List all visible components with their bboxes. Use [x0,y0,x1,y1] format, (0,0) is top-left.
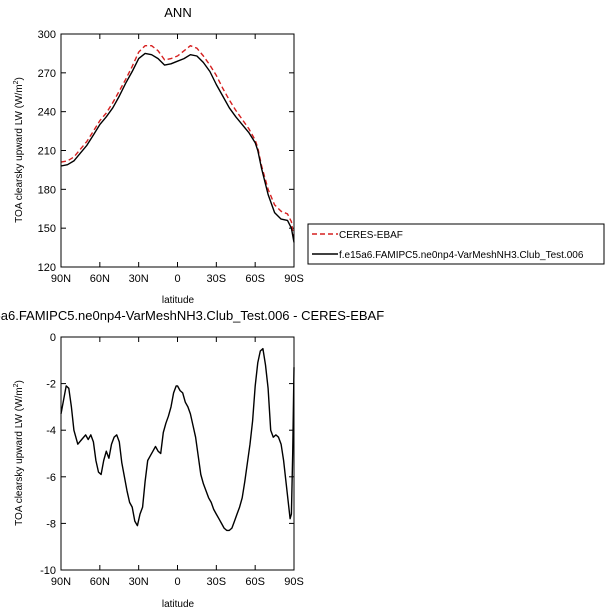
x-tick-label: 0 [174,273,180,285]
y-tick-label: 120 [38,262,56,274]
x-tick-label: 30N [129,576,149,588]
x-tick-label: 60N [90,273,110,285]
top-y-label-sup: 2 [13,80,20,84]
y-tick-label: 150 [38,223,56,235]
top-x-axis: 90N 60N 30N 0 30S 60S 90S [51,34,304,285]
series-line-model [60,52,295,243]
legend: CERES-EBAF f.e15a6.FAMIPC5.ne0np4-VarMes… [307,223,605,265]
x-tick-label: 90N [51,273,71,285]
x-tick-label: 60N [90,576,110,588]
bottom-plot-frame [60,336,295,571]
top-chart-title: ANN [164,5,191,20]
bottom-y-axis: -10 -8 -6 -4 -2 0 [40,332,294,577]
legend-box [307,223,605,265]
top-y-label-main: TOA clearsky upward LW (W/m [14,84,25,223]
x-tick-label: 90S [284,273,304,285]
bottom-y-label-main: TOA clearsky upward LW (W/m [14,387,25,526]
y-tick-label: 180 [38,184,56,196]
top-series-group [60,45,295,243]
bottom-chart: f.e15a6.FAMIPC5.ne0np4-VarMeshNH3.Club_T… [0,308,384,610]
y-tick-label: -2 [46,379,56,391]
x-tick-label: 90N [51,576,71,588]
top-y-label-end: ) [14,77,25,80]
bottom-y-label-sup: 2 [13,383,20,387]
legend-label-ceres: CERES-EBAF [339,230,403,241]
y-tick-label: -4 [46,425,56,437]
y-tick-label: -10 [40,565,56,577]
bottom-x-axis: 90N 60N 30N 0 30S 60S 90S [51,337,304,588]
top-plot-frame [60,33,295,268]
bottom-x-axis-label: latitude [162,599,195,610]
x-tick-label: 60S [245,576,265,588]
series-line-difference [60,347,295,532]
legend-label-model: f.e15a6.FAMIPC5.ne0np4-VarMeshNH3.Club_T… [339,250,584,261]
bottom-chart-title: f.e15a6.FAMIPC5.ne0np4-VarMeshNH3.Club_T… [0,308,384,323]
top-y-axis: 120 150 180 210 240 270 300 [38,29,294,274]
bottom-y-label-end: ) [14,380,25,383]
x-tick-label: 0 [174,576,180,588]
x-tick-label: 60S [245,273,265,285]
top-chart: ANN 120 150 180 210 240 270 300 90N 60N 30N 0 30S 6… [13,5,605,306]
top-y-axis-label: TOA clearsky upward LW (W/m2) [13,77,25,223]
x-tick-label: 30N [129,273,149,285]
bottom-y-axis-label: TOA clearsky upward LW (W/m2) [13,380,25,526]
x-tick-label: 90S [284,576,304,588]
top-x-axis-label: latitude [162,295,195,306]
y-tick-label: 0 [50,332,56,344]
y-tick-label: 300 [38,29,56,41]
y-tick-label: 240 [38,107,56,119]
x-tick-label: 30S [207,273,227,285]
y-tick-label: -8 [46,518,56,530]
y-tick-label: 270 [38,68,56,80]
bottom-series-group [60,347,295,532]
y-tick-label: 210 [38,146,56,158]
x-tick-label: 30S [207,576,227,588]
series-line-ceres [60,45,295,240]
y-tick-label: -6 [46,472,56,484]
